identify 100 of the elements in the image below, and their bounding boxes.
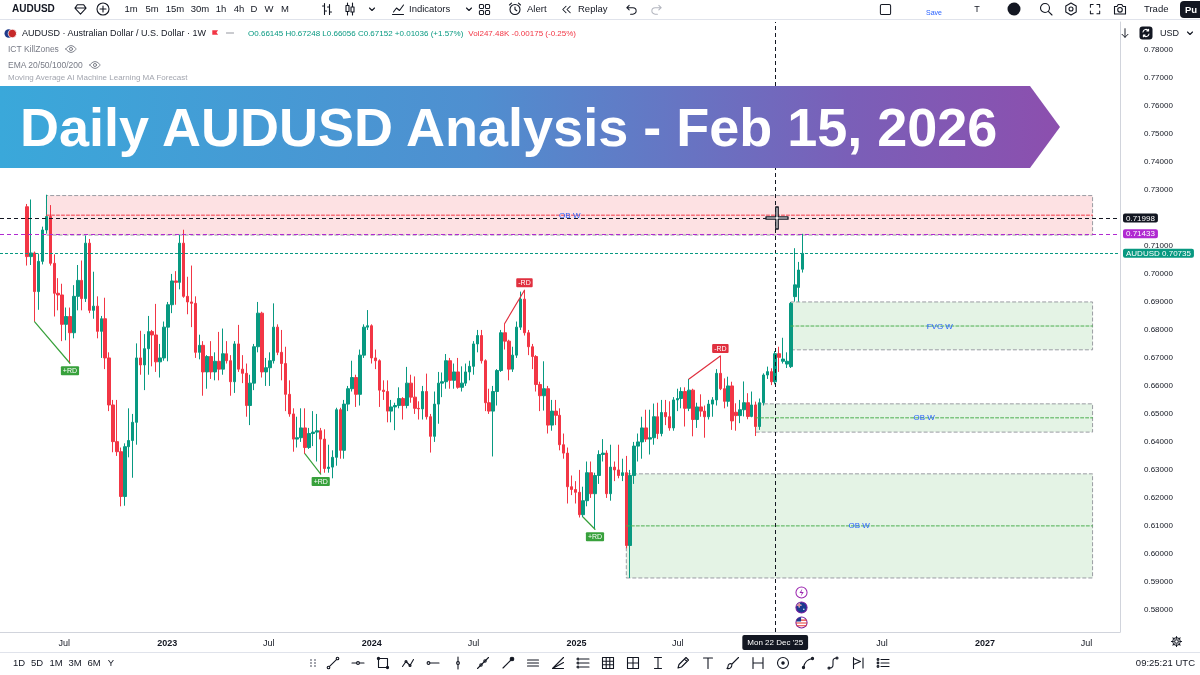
y-tick-label: 0.74000 [1144,157,1174,167]
candlestick [695,402,699,429]
candlestick [448,357,452,390]
annotation: O0.66145 H0.67248 L0.66056 C0.67152 +0.01036 (+1.57%) [248,28,464,38]
candlestick [354,374,358,408]
x-tick-label: Jul [876,637,888,648]
candlestick [707,399,710,421]
x-tick-label: 2024 [361,637,382,648]
annotation: FVG W [926,321,954,331]
text: 1m [124,3,138,15]
candlestick [687,378,691,412]
candlestick [546,385,550,435]
candlestick [213,351,217,381]
annotation: Moving Average AI Machine Learning MA Forecast [8,73,188,83]
annotation: OB W [559,210,581,220]
text: 5D [30,657,44,669]
x-tick-label: 2025 [566,637,587,648]
candlestick [80,260,83,311]
candlestick [460,365,464,393]
candlestick [746,392,750,420]
annotation: EMA 20/50/100/200 [8,60,83,70]
x-tick-label: Jul [262,637,275,648]
candlestick [198,334,201,360]
candlestick [668,400,671,432]
candlestick [315,413,319,463]
y-tick-label: 0.69000 [1144,297,1174,307]
y-tick-label: 0.76000 [1144,101,1174,111]
text: D [250,3,258,15]
text: 6M [87,657,101,669]
x-tick-label: Jul [58,637,71,648]
candlestick [209,340,213,380]
candlestick [456,357,460,390]
candlestick [644,409,648,443]
candlestick [92,271,95,320]
x-tick-label: Jul [467,637,480,648]
candlestick [550,399,554,432]
y-tick-label: 0.70000 [1144,269,1174,279]
candlestick [319,427,322,475]
y-tick-label: 0.59000 [1144,577,1174,587]
candlestick [609,444,612,502]
candlestick [217,331,221,381]
annotation: ICT KillZones [8,44,59,54]
candlestick [100,315,103,359]
candlestick [233,340,236,394]
text: W [264,3,274,15]
candlestick [221,328,225,376]
candlestick [386,379,389,423]
text: Replay [578,3,608,15]
candlestick [750,391,753,418]
y-tick-label: 0.75000 [1144,129,1174,139]
candlestick [33,251,36,323]
y-tick-label: 0.68000 [1144,325,1174,335]
text: Daily AUDUSD Analysis - Feb 15, 2026 [20,97,998,157]
candlestick [96,295,99,339]
text: Trade [1144,3,1169,15]
candlestick [323,428,326,474]
text: 1M [49,657,63,669]
candlestick [660,399,663,437]
y-tick-label: 0.73000 [1144,185,1174,195]
candlestick [589,461,593,499]
text: Pu [1185,4,1198,15]
y-tick-label: 0.64000 [1144,437,1174,447]
candlestick [205,354,209,390]
text: 15m [165,3,185,15]
text: 5m [145,3,159,15]
y-tick-label: 0.66000 [1144,381,1174,391]
candlestick [401,396,405,421]
candlestick [683,386,687,428]
candlestick [25,203,29,267]
annotation: AUDUSD · Australian Dollar / U.S. Dollar · 1W [22,28,207,38]
candlestick [640,416,644,460]
candlestick [770,367,773,386]
candlestick [621,458,624,482]
candlestick [139,330,142,376]
annotation: OB W [913,413,936,423]
x-tick-label: 2023 [157,637,178,648]
y-tick-label: 0.58000 [1144,605,1174,615]
candlestick [617,444,620,479]
candlestick [405,366,409,409]
candlestick [656,402,659,440]
candlestick [542,360,546,412]
candlestick [679,386,683,409]
candlestick [726,376,730,408]
candlestick [730,381,734,431]
candlestick [201,340,205,397]
text: 4h [233,3,245,15]
text: USD [1160,27,1180,39]
ref-line-label: 0.71998 [1126,213,1156,223]
y-tick-label: 0.60000 [1144,549,1174,559]
candlestick [789,301,793,369]
candlestick [754,401,757,437]
candlestick [691,388,695,437]
candlestick [370,323,373,365]
text: Indicators [409,3,451,15]
ref-line-label: AUDUSD 0.70735 [1126,248,1192,258]
x-tick-label: Jul [1080,637,1093,648]
candlestick [578,469,581,518]
ref-line-label: Mon 22 Dec '25 [747,638,804,647]
candlestick [777,346,781,373]
annotation: Vol247.48K -0.00175 (-0.25%) [468,28,576,38]
